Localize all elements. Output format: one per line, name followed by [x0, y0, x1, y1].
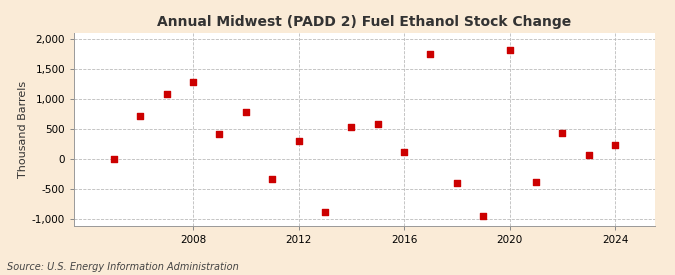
Point — [583, 153, 594, 157]
Point — [319, 210, 330, 214]
Point — [240, 110, 251, 115]
Point — [346, 125, 356, 129]
Point — [161, 92, 172, 97]
Point — [109, 157, 119, 161]
Point — [373, 122, 383, 127]
Point — [452, 181, 462, 186]
Point — [135, 114, 146, 118]
Title: Annual Midwest (PADD 2) Fuel Ethanol Stock Change: Annual Midwest (PADD 2) Fuel Ethanol Sto… — [157, 15, 572, 29]
Point — [425, 52, 436, 56]
Point — [399, 149, 410, 154]
Point — [267, 176, 277, 181]
Point — [214, 132, 225, 136]
Point — [478, 214, 489, 219]
Point — [188, 79, 198, 84]
Point — [504, 48, 515, 53]
Y-axis label: Thousand Barrels: Thousand Barrels — [18, 81, 28, 178]
Point — [557, 131, 568, 136]
Point — [293, 139, 304, 144]
Point — [531, 180, 541, 184]
Point — [610, 143, 620, 148]
Text: Source: U.S. Energy Information Administration: Source: U.S. Energy Information Administ… — [7, 262, 238, 272]
